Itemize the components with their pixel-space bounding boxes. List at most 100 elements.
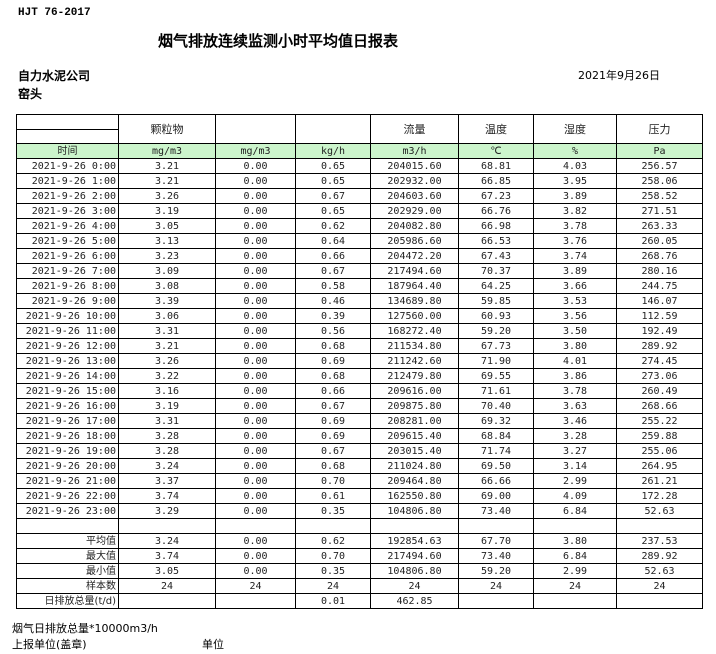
summary-value: 237.53 <box>616 533 703 549</box>
value-cell: 69.32 <box>458 413 534 429</box>
value-cell: 268.76 <box>616 248 703 264</box>
value-cell: 59.85 <box>458 293 534 309</box>
summary-value: 24 <box>215 578 296 594</box>
value-cell: 3.56 <box>533 308 617 324</box>
footer-note: 烟气日排放总量*10000m3/h <box>12 622 158 635</box>
time-cell: 2021-9-26 13:00 <box>16 353 119 369</box>
value-cell: 0.70 <box>295 473 371 489</box>
value-cell: 3.39 <box>118 293 216 309</box>
value-cell: 0.66 <box>295 383 371 399</box>
value-cell: 260.05 <box>616 233 703 249</box>
value-cell: 204015.60 <box>370 158 459 174</box>
table-row: 2021-9-26 7:00 3.09 0.00 0.67 217494.60 70.37… <box>16 263 703 279</box>
value-cell: 52.63 <box>616 503 703 519</box>
summary-value: 0.70 <box>295 548 371 564</box>
column-header <box>215 114 296 144</box>
summary-value: 462.85 <box>370 593 459 609</box>
value-cell: 134689.80 <box>370 293 459 309</box>
value-cell: 0.00 <box>215 308 296 324</box>
value-cell: 0.00 <box>215 323 296 339</box>
value-cell: 192.49 <box>616 323 703 339</box>
value-cell: 0.35 <box>295 503 371 519</box>
value-cell: 0.00 <box>215 353 296 369</box>
value-cell: 289.92 <box>616 338 703 354</box>
summary-value: 73.40 <box>458 548 534 564</box>
blank-cell <box>215 518 296 534</box>
time-cell: 2021-9-26 9:00 <box>16 293 119 309</box>
value-cell: 3.46 <box>533 413 617 429</box>
report-title: 烟气排放连续监测小时平均值日报表 <box>158 32 399 50</box>
value-cell: 264.95 <box>616 458 703 474</box>
value-cell: 256.57 <box>616 158 703 174</box>
value-cell: 0.56 <box>295 323 371 339</box>
value-cell: 67.43 <box>458 248 534 264</box>
time-cell: 2021-9-26 16:00 <box>16 398 119 414</box>
value-cell: 3.21 <box>118 173 216 189</box>
value-cell: 3.89 <box>533 188 617 204</box>
table-row: 2021-9-26 16:00 3.19 0.00 0.67 209875.80 70.4… <box>16 398 703 414</box>
value-cell: 211024.80 <box>370 458 459 474</box>
summary-row: 日排放总量(t/d) 0.01 462.85 <box>16 593 703 609</box>
summary-label: 最大值 <box>16 548 119 564</box>
value-cell: 209616.00 <box>370 383 459 399</box>
summary-value: 24 <box>458 578 534 594</box>
value-cell: 261.21 <box>616 473 703 489</box>
value-cell: 3.26 <box>118 353 216 369</box>
time-cell: 2021-9-26 18:00 <box>16 428 119 444</box>
summary-row: 样本数 24 24 24 24 24 24 24 <box>16 578 703 594</box>
summary-value <box>616 593 703 609</box>
value-cell: 208281.00 <box>370 413 459 429</box>
value-cell: 71.61 <box>458 383 534 399</box>
value-cell: 211534.80 <box>370 338 459 354</box>
value-cell: 204472.20 <box>370 248 459 264</box>
value-cell: 3.22 <box>118 368 216 384</box>
value-cell: 68.84 <box>458 428 534 444</box>
value-cell: 3.09 <box>118 263 216 279</box>
value-cell: 73.40 <box>458 503 534 519</box>
summary-label: 日排放总量(t/d) <box>16 593 119 609</box>
value-cell: 209875.80 <box>370 398 459 414</box>
value-cell: 211242.60 <box>370 353 459 369</box>
value-cell: 3.21 <box>118 338 216 354</box>
value-cell: 0.46 <box>295 293 371 309</box>
value-cell: 3.21 <box>118 158 216 174</box>
table-row: 2021-9-26 13:00 3.26 0.00 0.69 211242.60 71.9… <box>16 353 703 369</box>
value-cell: 0.58 <box>295 278 371 294</box>
summary-value: 24 <box>370 578 459 594</box>
value-cell: 0.39 <box>295 308 371 324</box>
value-cell: 209615.40 <box>370 428 459 444</box>
value-cell: 66.85 <box>458 173 534 189</box>
time-cell: 2021-9-26 17:00 <box>16 413 119 429</box>
summary-value <box>215 593 296 609</box>
value-cell: 0.68 <box>295 368 371 384</box>
summary-value: 3.74 <box>118 548 216 564</box>
value-cell: 3.86 <box>533 368 617 384</box>
time-cell: 2021-9-26 1:00 <box>16 173 119 189</box>
summary-value: 217494.60 <box>370 548 459 564</box>
summary-value: 104806.80 <box>370 563 459 579</box>
value-cell: 0.00 <box>215 458 296 474</box>
summary-value: 0.00 <box>215 533 296 549</box>
table-row: 2021-9-26 6:00 3.23 0.00 0.66 204472.20 67.43… <box>16 248 703 264</box>
value-cell: 66.76 <box>458 203 534 219</box>
summary-value: 52.63 <box>616 563 703 579</box>
table-row: 2021-9-26 19:00 3.28 0.00 0.67 203015.40 71.7… <box>16 443 703 459</box>
time-cell: 2021-9-26 6:00 <box>16 248 119 264</box>
value-cell: 204603.60 <box>370 188 459 204</box>
value-cell: 68.81 <box>458 158 534 174</box>
value-cell: 6.84 <box>533 503 617 519</box>
value-cell: 3.19 <box>118 398 216 414</box>
summary-row: 平均值 3.24 0.00 0.62 192854.63 67.70 3.80 237.53 <box>16 533 703 549</box>
report-table: 颗粒物 流量 温度 湿度 压力 时间 mg/m3 mg/m3 kg/h m3/h ℃% Pa 2021-… <box>16 114 703 609</box>
value-cell: 3.05 <box>118 218 216 234</box>
value-cell: 3.89 <box>533 263 617 279</box>
value-cell: 64.25 <box>458 278 534 294</box>
report-date: 2021年9月26日 <box>578 69 660 82</box>
value-cell: 274.45 <box>616 353 703 369</box>
value-cell: 0.00 <box>215 233 296 249</box>
value-cell: 3.76 <box>533 233 617 249</box>
blank-cell <box>370 518 459 534</box>
table-row: 2021-9-26 17:00 3.31 0.00 0.69 208281.00 69.3… <box>16 413 703 429</box>
value-cell: 0.00 <box>215 338 296 354</box>
time-cell: 2021-9-26 3:00 <box>16 203 119 219</box>
